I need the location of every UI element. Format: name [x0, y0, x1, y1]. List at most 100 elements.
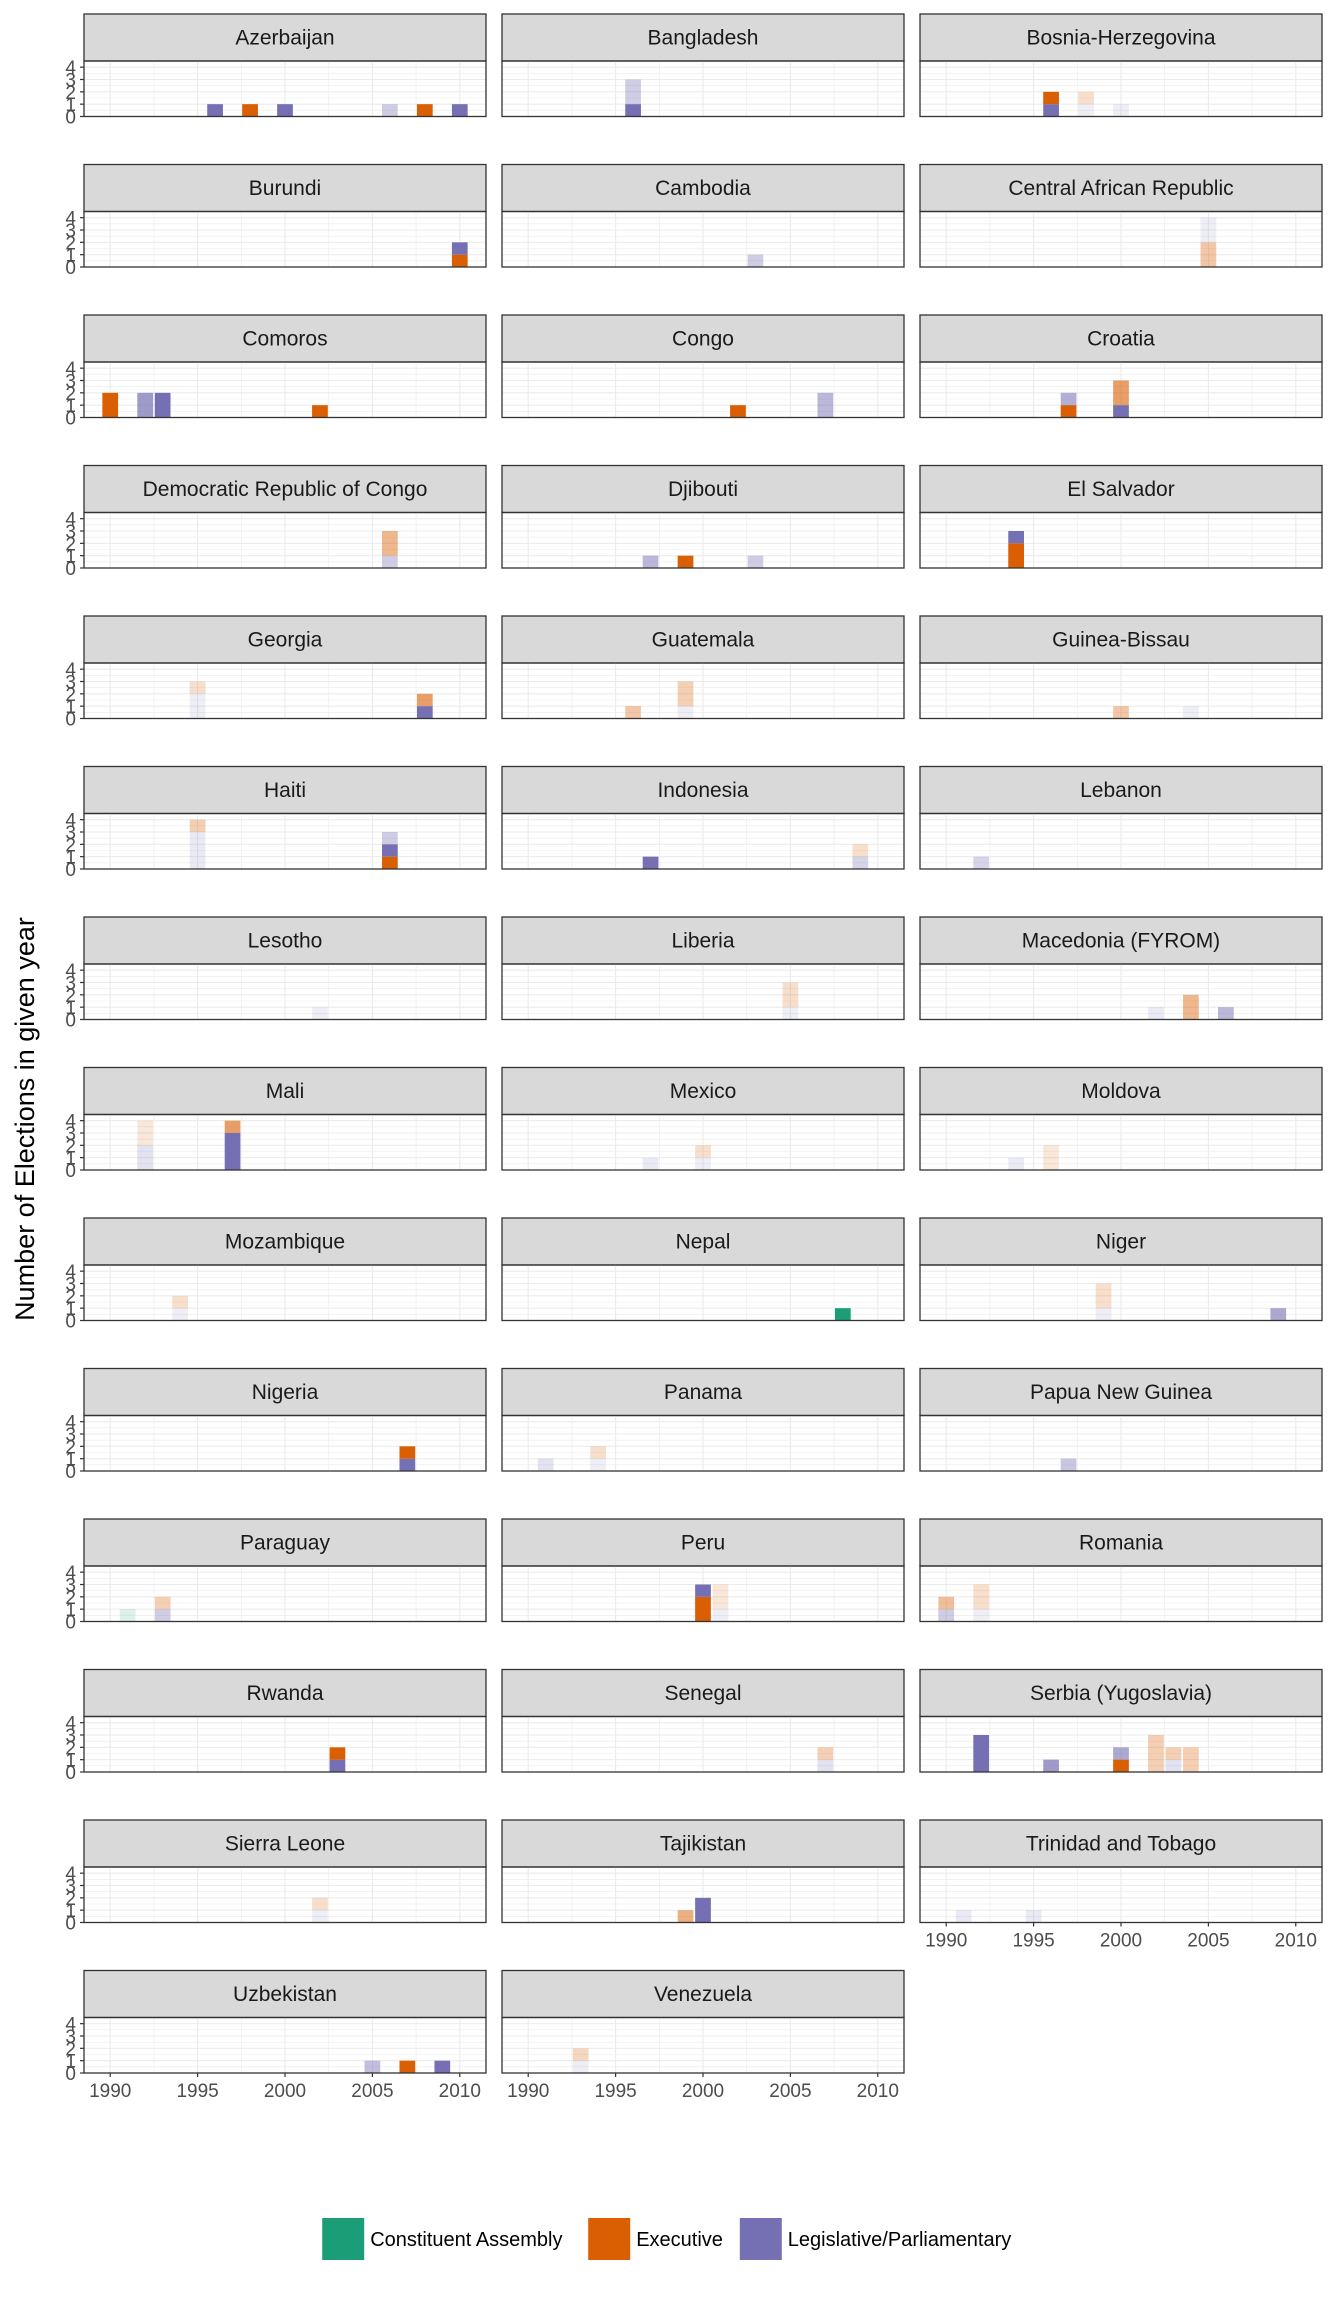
bar-segment — [973, 856, 990, 869]
panel-strip — [919, 1367, 1323, 1417]
bar-segment — [382, 531, 398, 556]
panel-strip — [919, 314, 1323, 363]
panel: El Salvador — [919, 464, 1323, 569]
bar-segment — [189, 681, 206, 694]
panel: Djibouti — [501, 464, 905, 569]
y-tick-label: 3 — [65, 823, 76, 844]
bar-segment — [312, 1910, 328, 1923]
y-tick-label: 2 — [65, 1588, 76, 1609]
panel-border — [83, 1264, 487, 1322]
panel-border — [919, 60, 1323, 118]
panel-strip — [501, 314, 905, 363]
panel-strip — [83, 163, 487, 213]
y-tick-label: 0 — [65, 1763, 76, 1784]
legend-key — [322, 2218, 365, 2260]
panel: Senegal — [501, 1668, 905, 1773]
panel: Romania — [919, 1518, 1323, 1623]
y-tick-label: 2 — [65, 835, 76, 856]
y-tick-label: 0 — [65, 710, 76, 731]
panel-strip — [919, 1066, 1323, 1116]
bar-segment — [1043, 91, 1059, 105]
panel-title: Rwanda — [246, 1682, 323, 1705]
bar-segment — [677, 706, 694, 719]
y-tick-label: 3 — [65, 221, 76, 242]
panel-strip — [83, 464, 487, 514]
y-tick-label: 4 — [65, 2015, 76, 2036]
legend-label: Constituent Assembly — [370, 2229, 562, 2251]
panel-border — [501, 1715, 905, 1773]
panel-border — [83, 812, 487, 870]
panel: Peru — [501, 1518, 905, 1623]
panel-border — [919, 1565, 1323, 1623]
panel-title: Democratic Republic of Congo — [143, 478, 428, 501]
y-tick-label: 3 — [65, 673, 76, 694]
x-tick-label: 2005 — [351, 2081, 393, 2102]
panel: Moldova — [919, 1066, 1323, 1171]
panel-title: Guinea-Bissau — [1052, 629, 1190, 652]
legend-item: Constituent Assembly — [322, 2218, 563, 2260]
bar-segment — [730, 405, 746, 418]
panel-border — [83, 1866, 487, 1924]
bar-segment — [382, 856, 398, 869]
panel-border — [919, 361, 1323, 419]
y-tick-label: 1 — [65, 697, 76, 718]
bar-segment — [782, 982, 799, 1008]
panel-border — [501, 1866, 905, 1924]
panel-title: Mozambique — [225, 1231, 345, 1254]
bar-segment — [1060, 405, 1077, 418]
y-tick-label: 0 — [65, 1161, 76, 1182]
panel-border — [501, 1565, 905, 1623]
panel-strip — [83, 314, 487, 363]
bar-segment — [364, 2060, 381, 2073]
panel-border — [919, 812, 1323, 870]
panel-border — [919, 1264, 1323, 1322]
panel-border — [83, 60, 487, 118]
panel-title: Lesotho — [248, 930, 323, 953]
panel: Tajikistan — [501, 1819, 905, 1924]
bar-segment — [416, 706, 433, 719]
panel-border — [83, 1715, 487, 1773]
bar-segment — [1025, 1910, 1042, 1923]
y-tick-label: 3 — [65, 1726, 76, 1747]
panel-title: Senegal — [664, 1682, 741, 1705]
panel-strip — [919, 1518, 1323, 1567]
bar-segment — [695, 1157, 711, 1170]
x-tick-label: 1990 — [925, 1931, 967, 1952]
bar-segment — [1008, 531, 1024, 544]
bar-segment — [382, 832, 398, 845]
panel-strip — [501, 1969, 905, 2019]
bar-segment — [329, 1747, 346, 1760]
y-tick-label: 4 — [65, 1714, 76, 1735]
bar-segment — [451, 242, 468, 255]
bar-segment — [973, 1609, 990, 1622]
y-tick-label: 2 — [65, 534, 76, 555]
panel-title: Burundi — [249, 177, 321, 200]
panel: Central African Republic — [919, 163, 1323, 268]
bar-segment — [312, 1897, 328, 1911]
panel-border — [83, 1113, 487, 1171]
bar-segment — [955, 1910, 972, 1923]
panel: Serbia (Yugoslavia) — [919, 1668, 1323, 1773]
bar-segment — [1043, 1759, 1059, 1772]
bar-segment — [1008, 543, 1024, 568]
panel-title: Mexico — [670, 1080, 737, 1103]
bar-segment — [242, 104, 258, 117]
panel-strip — [83, 765, 487, 815]
bar-segment — [712, 1609, 729, 1622]
y-tick-label: 2 — [65, 2039, 76, 2060]
bar-segment — [119, 1609, 136, 1622]
x-tick-label: 2000 — [682, 2081, 724, 2102]
y-tick-label: 4 — [65, 58, 76, 79]
panel-title: Venezuela — [654, 1983, 752, 2006]
panel-title: El Salvador — [1067, 478, 1174, 501]
panel-title: Mali — [266, 1080, 305, 1103]
panel-strip — [83, 1969, 487, 2019]
bar-segment — [852, 856, 869, 869]
panel-title: Indonesia — [657, 779, 748, 802]
bar-segment — [189, 819, 206, 832]
y-tick-label: 1 — [65, 1450, 76, 1471]
y-tick-label: 0 — [65, 2064, 76, 2085]
